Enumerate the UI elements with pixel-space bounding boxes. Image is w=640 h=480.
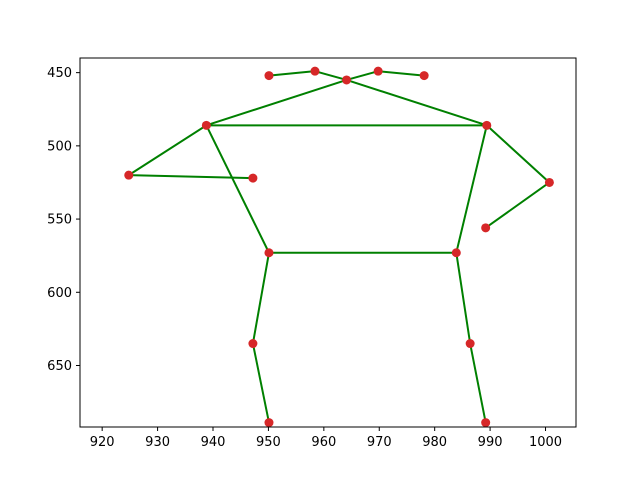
keypoint-8: [248, 174, 257, 183]
keypoint-6: [482, 121, 491, 130]
x-tick-label: 940: [201, 435, 226, 450]
keypoint-0: [264, 71, 273, 80]
keypoint-1: [310, 67, 319, 76]
keypoint-13: [248, 339, 257, 348]
y-axis: 450 500 550 600 650: [47, 66, 80, 374]
x-tick-label: 1000: [529, 435, 562, 450]
y-tick-label: 600: [47, 286, 72, 301]
y-tick-label: 500: [47, 139, 72, 154]
x-tick-label: 930: [145, 435, 170, 450]
x-tick-label: 960: [311, 435, 336, 450]
x-tick-label: 950: [256, 435, 281, 450]
x-tick-label: 990: [478, 435, 503, 450]
keypoint-15: [264, 418, 273, 427]
keypoint-4: [420, 71, 429, 80]
keypoint-16: [481, 418, 490, 427]
keypoint-9: [545, 178, 554, 187]
keypoint-10: [481, 223, 490, 232]
keypoint-5: [202, 121, 211, 130]
keypoint-14: [466, 339, 475, 348]
y-tick-label: 650: [47, 359, 72, 374]
plot-background: [80, 58, 576, 427]
y-tick-label: 550: [47, 213, 72, 228]
keypoint-3: [374, 67, 383, 76]
keypoint-7: [124, 171, 133, 180]
keypoint-2: [342, 75, 351, 84]
x-axis: 920 930 940 950 960 970 980 990 1000: [90, 427, 562, 450]
y-tick-label: 450: [47, 66, 72, 81]
keypoint-12: [452, 248, 461, 257]
x-tick-label: 920: [90, 435, 115, 450]
x-tick-label: 970: [367, 435, 392, 450]
keypoint-11: [264, 248, 273, 257]
x-tick-label: 980: [422, 435, 447, 450]
